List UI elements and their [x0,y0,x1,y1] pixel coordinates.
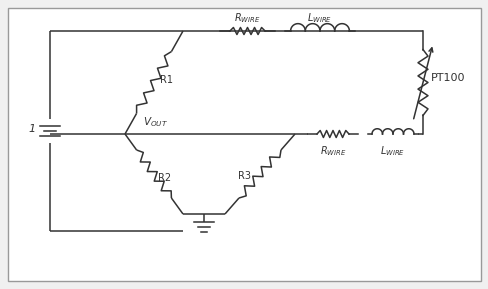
Text: PT100: PT100 [430,73,465,82]
Text: $R_{WIRE}$: $R_{WIRE}$ [319,144,346,158]
Text: $L_{WIRE}$: $L_{WIRE}$ [307,11,332,25]
Text: $L_{WIRE}$: $L_{WIRE}$ [380,144,405,158]
Text: 1: 1 [28,124,36,134]
Text: R2: R2 [158,173,171,183]
FancyBboxPatch shape [8,8,480,281]
Text: R1: R1 [160,75,173,84]
Text: R3: R3 [238,171,250,181]
Text: $R_{WIRE}$: $R_{WIRE}$ [234,11,260,25]
Text: $V_{OUT}$: $V_{OUT}$ [142,115,168,129]
